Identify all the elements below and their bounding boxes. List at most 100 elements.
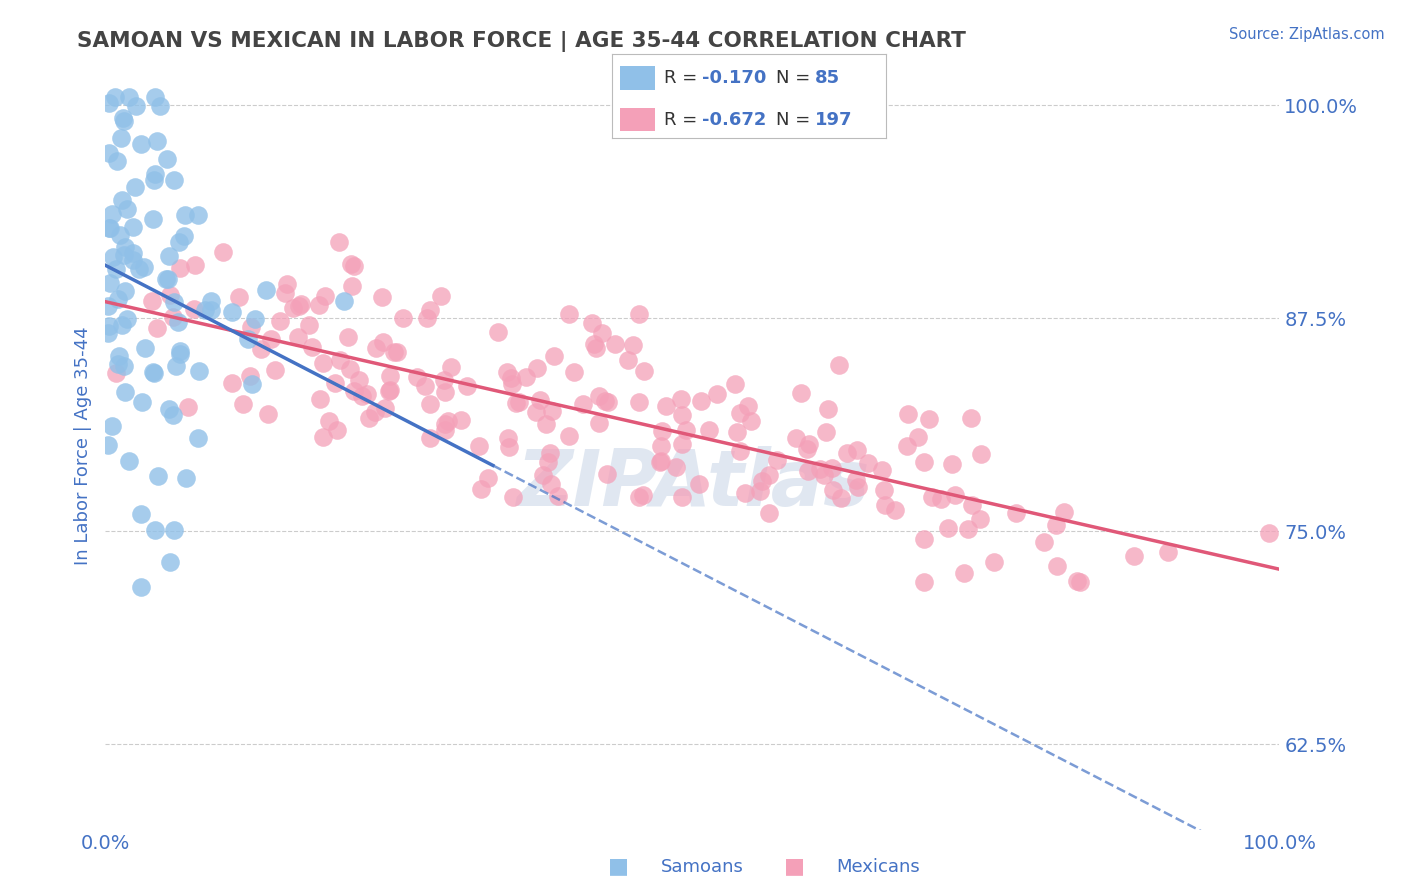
Point (936, 520, 959, 534)
Point (264, 363, 287, 377)
Point (114, 284, 136, 298)
Point (240, 320, 263, 334)
Point (591, 326, 613, 341)
Point (450, 413, 472, 427)
Point (392, 310, 415, 325)
Point (129, 580, 152, 594)
Point (562, 365, 585, 379)
Point (350, 389, 373, 403)
Point (983, 555, 1005, 569)
Point (616, 352, 638, 367)
Point (883, 503, 905, 517)
Point (697, 423, 720, 437)
Point (156, 152, 179, 166)
Point (159, 555, 181, 569)
Point (918, 411, 941, 425)
Point (364, 404, 387, 418)
Point (596, 467, 619, 481)
Point (585, 341, 607, 355)
Point (499, 370, 522, 384)
Point (907, 430, 929, 444)
Point (912, 575, 935, 590)
Point (538, 445, 561, 459)
Point (558, 307, 581, 321)
Point (301, 340, 323, 354)
Point (370, 290, 392, 304)
Point (125, 98, 148, 112)
Point (146, 135, 169, 149)
Point (187, 208, 209, 222)
Point (117, 311, 139, 326)
Point (669, 392, 692, 406)
Point (725, 425, 748, 440)
Point (174, 208, 197, 222)
Point (593, 394, 616, 409)
Point (821, 460, 844, 475)
Point (163, 295, 186, 310)
Text: N =: N = (776, 69, 815, 87)
Point (169, 344, 191, 359)
Point (671, 490, 693, 504)
Point (524, 405, 547, 419)
Point (1033, 534, 1056, 549)
Point (111, 112, 134, 126)
Point (98, 95, 121, 110)
Point (104, 89, 127, 103)
Point (163, 524, 186, 538)
Point (356, 387, 378, 401)
Point (114, 385, 136, 400)
Point (730, 406, 752, 420)
Point (830, 491, 852, 505)
Point (621, 337, 644, 351)
Point (1045, 517, 1067, 532)
Point (537, 455, 560, 469)
Point (1122, 549, 1144, 563)
Point (689, 476, 711, 491)
Point (328, 235, 350, 249)
Point (505, 396, 527, 410)
Point (101, 207, 124, 221)
Point (406, 370, 429, 384)
Point (870, 463, 893, 477)
Point (318, 414, 340, 428)
Point (200, 294, 222, 309)
Point (134, 341, 156, 355)
Point (276, 277, 298, 291)
Text: 197: 197 (814, 111, 852, 128)
Text: N =: N = (776, 111, 815, 128)
Point (380, 369, 402, 384)
Text: R =: R = (664, 69, 703, 87)
Point (173, 228, 195, 243)
FancyBboxPatch shape (620, 108, 655, 131)
Point (486, 325, 509, 339)
Point (162, 310, 184, 325)
Point (167, 235, 190, 249)
Text: R =: R = (664, 111, 703, 128)
Point (274, 285, 297, 300)
Point (101, 250, 124, 264)
Point (254, 283, 277, 297)
Point (468, 439, 491, 453)
Point (343, 384, 366, 398)
Point (287, 299, 309, 313)
Point (470, 482, 492, 496)
Point (543, 349, 565, 363)
Point (121, 219, 143, 234)
Point (309, 392, 332, 407)
Point (312, 430, 335, 444)
Point (211, 244, 233, 259)
Point (159, 249, 181, 263)
Point (956, 522, 979, 536)
Point (837, 446, 859, 460)
Point (813, 468, 835, 483)
Point (430, 289, 453, 303)
Point (110, 193, 132, 207)
Point (329, 352, 352, 367)
Point (477, 471, 499, 485)
Point (912, 455, 935, 469)
Point (281, 301, 304, 315)
Point (110, 227, 132, 242)
Point (221, 305, 243, 319)
Point (114, 240, 136, 254)
Point (380, 383, 402, 397)
